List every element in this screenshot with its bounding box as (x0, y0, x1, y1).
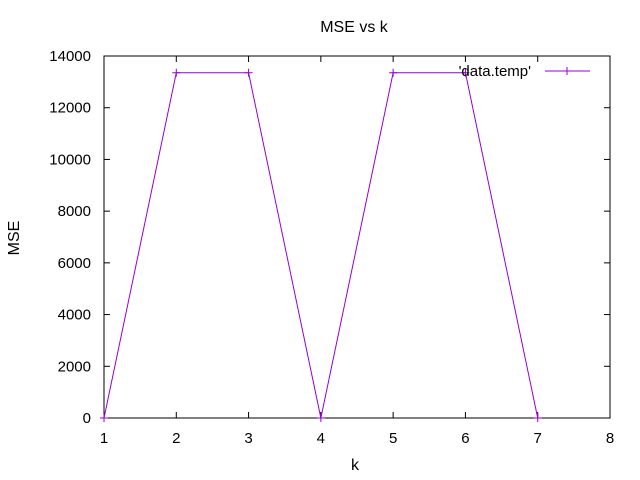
x-tick-label: 8 (606, 430, 614, 447)
data-point (172, 68, 181, 77)
x-tick-label: 3 (244, 430, 252, 447)
y-axis-label: MSE (6, 221, 23, 256)
legend: 'data.temp' (459, 63, 590, 80)
legend-entry-marker (563, 67, 571, 75)
ticks-layer: 1 2 3 4 5 6 7 8 0 2000 4000 6000 8000 10000 12000 14000 (49, 48, 614, 447)
x-tick-label: 6 (461, 430, 469, 447)
y-tick-label: 4000 (58, 307, 91, 324)
x-tick-label: 1 (100, 430, 108, 447)
series-line (103, 72, 539, 419)
data-point (389, 68, 398, 77)
x-axis-label: k (351, 457, 360, 474)
x-tick-label: 7 (534, 430, 542, 447)
y-tick-label: 2000 (58, 358, 91, 375)
y-tick-label: 8000 (58, 203, 91, 220)
data-point (316, 414, 325, 422)
chart-title: MSE vs k (320, 19, 389, 36)
series-layer (100, 68, 542, 422)
data-point (461, 68, 470, 77)
legend-entry-label: 'data.temp' (459, 63, 532, 80)
x-tick-label: 2 (172, 430, 180, 447)
y-tick-label: 6000 (58, 255, 91, 272)
y-tick-label: 10000 (49, 151, 91, 168)
x-tick-label: 4 (317, 430, 325, 447)
y-tick-label: 14000 (49, 48, 91, 65)
y-tick-label: 12000 (49, 100, 91, 117)
data-point (100, 414, 108, 422)
data-point (533, 414, 542, 422)
x-tick-label: 5 (389, 430, 397, 447)
y-tick-label: 0 (83, 410, 91, 427)
plot-frame (103, 55, 611, 419)
data-point (244, 68, 253, 77)
